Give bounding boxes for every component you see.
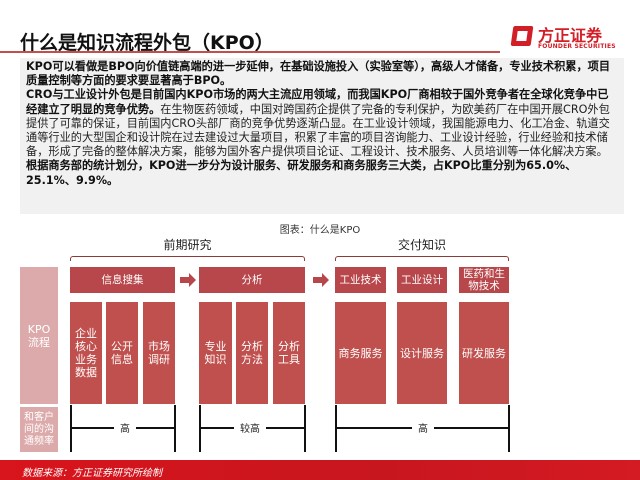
sub-core-data: 企业核心业务数据 <box>70 302 102 404</box>
source-footer: 数据来源：方正证券研究所绘制 <box>0 460 640 480</box>
page-title: 什么是知识流程外包（KPO） <box>20 32 274 54</box>
logo-cn: 方正证券 <box>538 26 603 45</box>
paragraph-3: 根据商务部的统计划分，KPO进一步分为设计服务、研发服务和商务服务三大类，占KP… <box>26 159 577 187</box>
sub-public-info: 公开信息 <box>106 302 138 404</box>
header-industrial-design: 工业设计 <box>397 267 447 293</box>
header-biotech: 医药和生物技术 <box>459 267 509 293</box>
paragraph-2-bold: CRO与工业设计外包是目前国内KPO市场的两大主流应用领域，而我国KPO厂商相较… <box>26 88 609 116</box>
row-label-process: KPO流程 <box>20 267 58 404</box>
sub-tools: 分析工具 <box>273 302 305 404</box>
group-label-research: 前期研究 <box>163 238 212 252</box>
divider <box>199 405 201 452</box>
header-industrial-tech: 工业技术 <box>335 267 386 293</box>
brace-research <box>70 256 305 261</box>
sub-business-services: 商务服务 <box>335 302 386 404</box>
level-high: 高 <box>412 420 434 435</box>
logo-mark-icon <box>510 26 534 46</box>
paragraph-1: KPO可以看做是BPO向价值链高端的进一步延伸，在基础设施投入（实验室等），高级… <box>26 60 611 88</box>
sub-expertise: 专业知识 <box>199 302 232 404</box>
header-info-collection: 信息搜集 <box>70 267 175 293</box>
divider <box>335 405 337 452</box>
sub-market-research: 市场调研 <box>143 302 175 404</box>
arrow-right-icon <box>180 273 196 287</box>
sub-design-services: 设计服务 <box>397 302 447 404</box>
divider <box>304 405 306 452</box>
title-underline <box>0 51 500 53</box>
logo-en: FOUNDER SECURITIES <box>538 43 616 50</box>
level-medium-high: 较高 <box>234 420 266 435</box>
sub-methods: 分析方法 <box>236 302 268 404</box>
header-analysis: 分析 <box>199 267 305 293</box>
summary-textbox: KPO可以看做是BPO向价值链高端的进一步延伸，在基础设施投入（实验室等），高级… <box>20 58 624 214</box>
divider <box>174 405 176 452</box>
divider <box>70 405 72 452</box>
paragraph-2: 在生物医药领域，中国对跨国药企提供了完备的专利保护，为欧美药厂在中国开展CRO外… <box>26 102 610 159</box>
sub-rd-services: 研发服务 <box>459 302 509 404</box>
company-logo: 方正证券 FOUNDER SECURITIES <box>510 22 630 56</box>
divider <box>508 405 510 452</box>
figure-caption: 图表：什么是KPO <box>279 225 361 236</box>
row-label-frequency: 和客户间的沟通频率 <box>20 407 58 452</box>
level-high: 高 <box>114 420 136 435</box>
group-label-delivery: 交付知识 <box>397 238 446 252</box>
arrow-right-icon <box>313 273 329 287</box>
brace-delivery <box>335 256 509 261</box>
